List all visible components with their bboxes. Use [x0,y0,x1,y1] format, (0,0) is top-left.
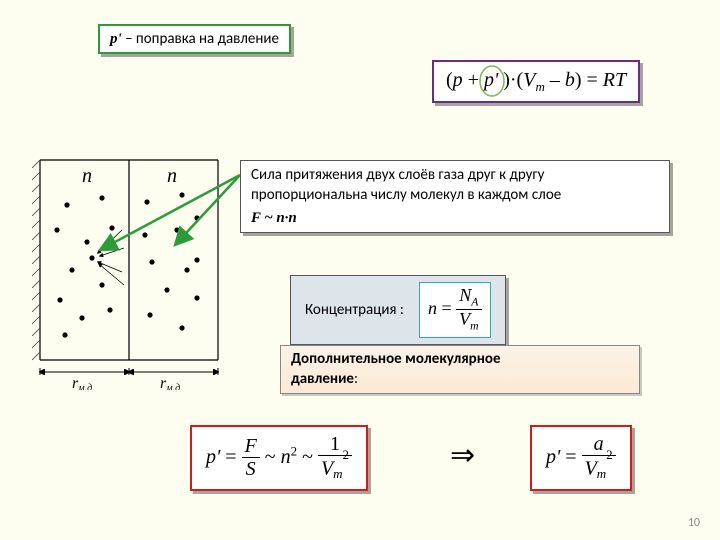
n-label-left: n [82,165,92,187]
r-brackets [40,368,218,375]
pprime-chain-formula: p' = FS ~ n2 ~ 1Vm2 [206,446,352,468]
implies-symbol: ⇒ [450,438,475,473]
concentration-label: Концентрация : [305,301,404,319]
additional-pressure-label: Дополнительное молекулярное давление: [280,345,640,394]
concentration-formula-box: n = NAVm [419,282,491,338]
page-number: 10 [688,516,700,530]
pressure-label-line2: давление [291,370,354,388]
vdw-equation-box: (p + p' )·(Vm – b) = RT [432,60,640,103]
pprime-chain-box: p' = FS ~ n2 ~ 1Vm2 [190,425,368,491]
dots-left [54,195,114,337]
vdw-equation: (p + p' )·(Vm – b) = RT [446,69,626,91]
force-formula: F ~ n·n [251,208,659,228]
dots-right [142,192,199,330]
title-text: – поправка на давление [122,30,279,48]
pprime-result-box: p' = aVm2 [530,425,632,491]
force-line1: Сила притяжения двух слоёв газа друг к д… [251,165,659,185]
gas-layers-diagram: n n rм.д. [32,150,232,390]
pressure-label-line1: Дополнительное молекулярное [291,350,501,368]
wall-hatching [32,160,40,360]
r-label-right: rм.д. [160,375,183,390]
force-line2: пропорциональна числу молекул в каждом с… [251,185,659,205]
title-p-prime: p' [110,31,122,47]
concentration-box: Концентрация : n = NAVm [290,275,506,345]
r-label-left: rм.д. [72,375,95,390]
pressure-correction-title: p' – поправка на давление [98,24,291,54]
pprime-result-formula: p' = aVm2 [546,446,616,468]
n-label-right: n [167,165,177,187]
force-attraction-box: Сила притяжения двух слоёв газа друг к д… [240,160,670,233]
small-arrows [98,230,124,285]
